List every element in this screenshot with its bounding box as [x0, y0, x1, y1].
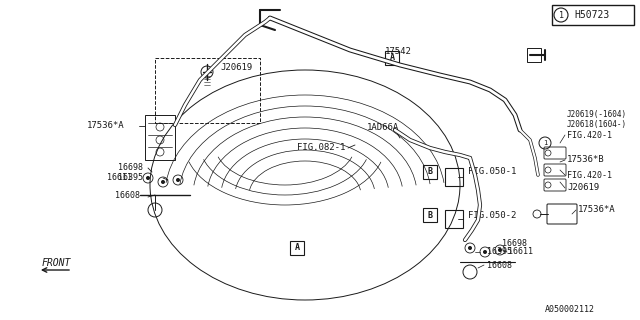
Text: 16608: 16608	[115, 190, 140, 199]
Circle shape	[146, 176, 150, 180]
Text: 1: 1	[543, 140, 547, 146]
Text: B: B	[428, 211, 433, 220]
Text: J20618(1604-): J20618(1604-)	[567, 121, 627, 130]
Text: FRONT: FRONT	[42, 258, 72, 268]
Circle shape	[498, 248, 502, 252]
Text: A: A	[294, 244, 300, 252]
Text: 17536*A: 17536*A	[87, 122, 125, 131]
Text: A: A	[390, 53, 394, 62]
Text: H50723: H50723	[574, 10, 609, 20]
Text: A050002112: A050002112	[545, 306, 595, 315]
Text: 17536*B: 17536*B	[567, 156, 605, 164]
Text: J20619: J20619	[567, 183, 599, 193]
Circle shape	[468, 246, 472, 250]
Text: 16611: 16611	[508, 247, 533, 257]
Circle shape	[176, 178, 180, 182]
Text: FIG.050-2: FIG.050-2	[468, 211, 516, 220]
Text: FIG.420-1: FIG.420-1	[567, 131, 612, 140]
Text: B: B	[428, 167, 433, 177]
Text: FIG.082-1: FIG.082-1	[297, 143, 346, 153]
Text: 17536*A: 17536*A	[578, 205, 616, 214]
Text: 17542: 17542	[385, 47, 412, 57]
Text: FIG.050-1: FIG.050-1	[468, 167, 516, 177]
Text: J20619(-1604): J20619(-1604)	[567, 110, 627, 119]
Text: J20619: J20619	[220, 63, 252, 73]
Text: 16698: 16698	[118, 164, 143, 172]
Text: 16611: 16611	[107, 173, 132, 182]
Text: 16395: 16395	[487, 247, 512, 257]
Text: FIG.420-1: FIG.420-1	[567, 171, 612, 180]
Text: 16698: 16698	[502, 238, 527, 247]
Circle shape	[161, 180, 165, 184]
Text: 16608: 16608	[487, 260, 512, 269]
Text: 1AD66A: 1AD66A	[367, 123, 399, 132]
Circle shape	[483, 250, 487, 254]
Text: 16395: 16395	[118, 173, 143, 182]
Text: 1: 1	[559, 11, 563, 20]
